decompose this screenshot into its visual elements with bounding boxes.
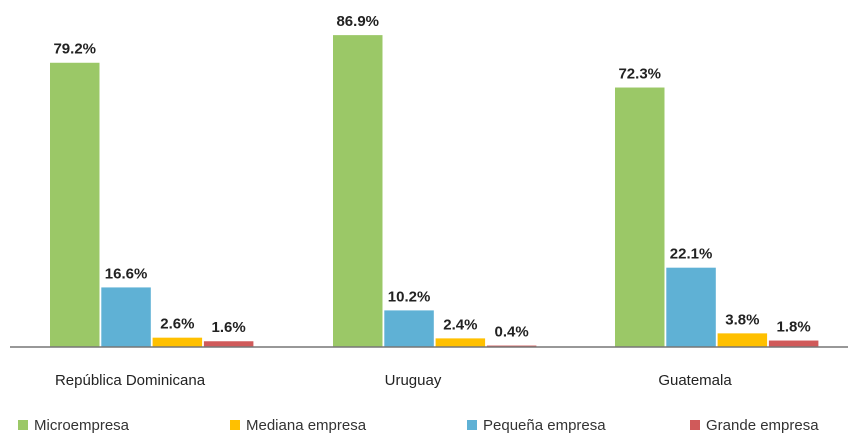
bar — [101, 287, 151, 347]
bar — [152, 337, 203, 347]
legend-swatch — [690, 420, 700, 430]
bar — [203, 341, 254, 347]
bar — [50, 62, 100, 347]
bar — [768, 340, 819, 347]
value-label: 22.1% — [670, 246, 713, 263]
bar — [717, 333, 768, 347]
legend-swatch — [467, 420, 477, 430]
legend-label: Mediana empresa — [246, 417, 367, 434]
value-label: 2.6% — [160, 316, 194, 333]
value-label: 10.2% — [388, 288, 431, 305]
value-label: 2.4% — [443, 316, 477, 333]
x-tick-label: Guatemala — [658, 372, 732, 389]
value-label: 0.4% — [495, 324, 529, 341]
bar — [615, 87, 665, 348]
bar — [666, 267, 716, 347]
value-label: 1.6% — [212, 319, 246, 336]
x-tick-label: República Dominicana — [55, 372, 206, 389]
legend-swatch — [18, 420, 28, 430]
legend-label: Pequeña empresa — [483, 417, 606, 434]
value-label: 16.6% — [105, 265, 148, 282]
legend-swatch — [230, 420, 240, 430]
value-label: 1.8% — [777, 319, 811, 336]
value-label: 3.8% — [725, 311, 759, 328]
x-tick-label: Uruguay — [385, 372, 442, 389]
bar — [333, 35, 383, 348]
legend-label: Grande empresa — [706, 417, 819, 434]
value-label: 86.9% — [336, 13, 379, 30]
legend-label: Microempresa — [34, 417, 130, 434]
value-label: 72.3% — [618, 65, 661, 82]
bar — [435, 338, 486, 347]
bar — [384, 310, 434, 347]
value-label: 79.2% — [53, 41, 96, 58]
